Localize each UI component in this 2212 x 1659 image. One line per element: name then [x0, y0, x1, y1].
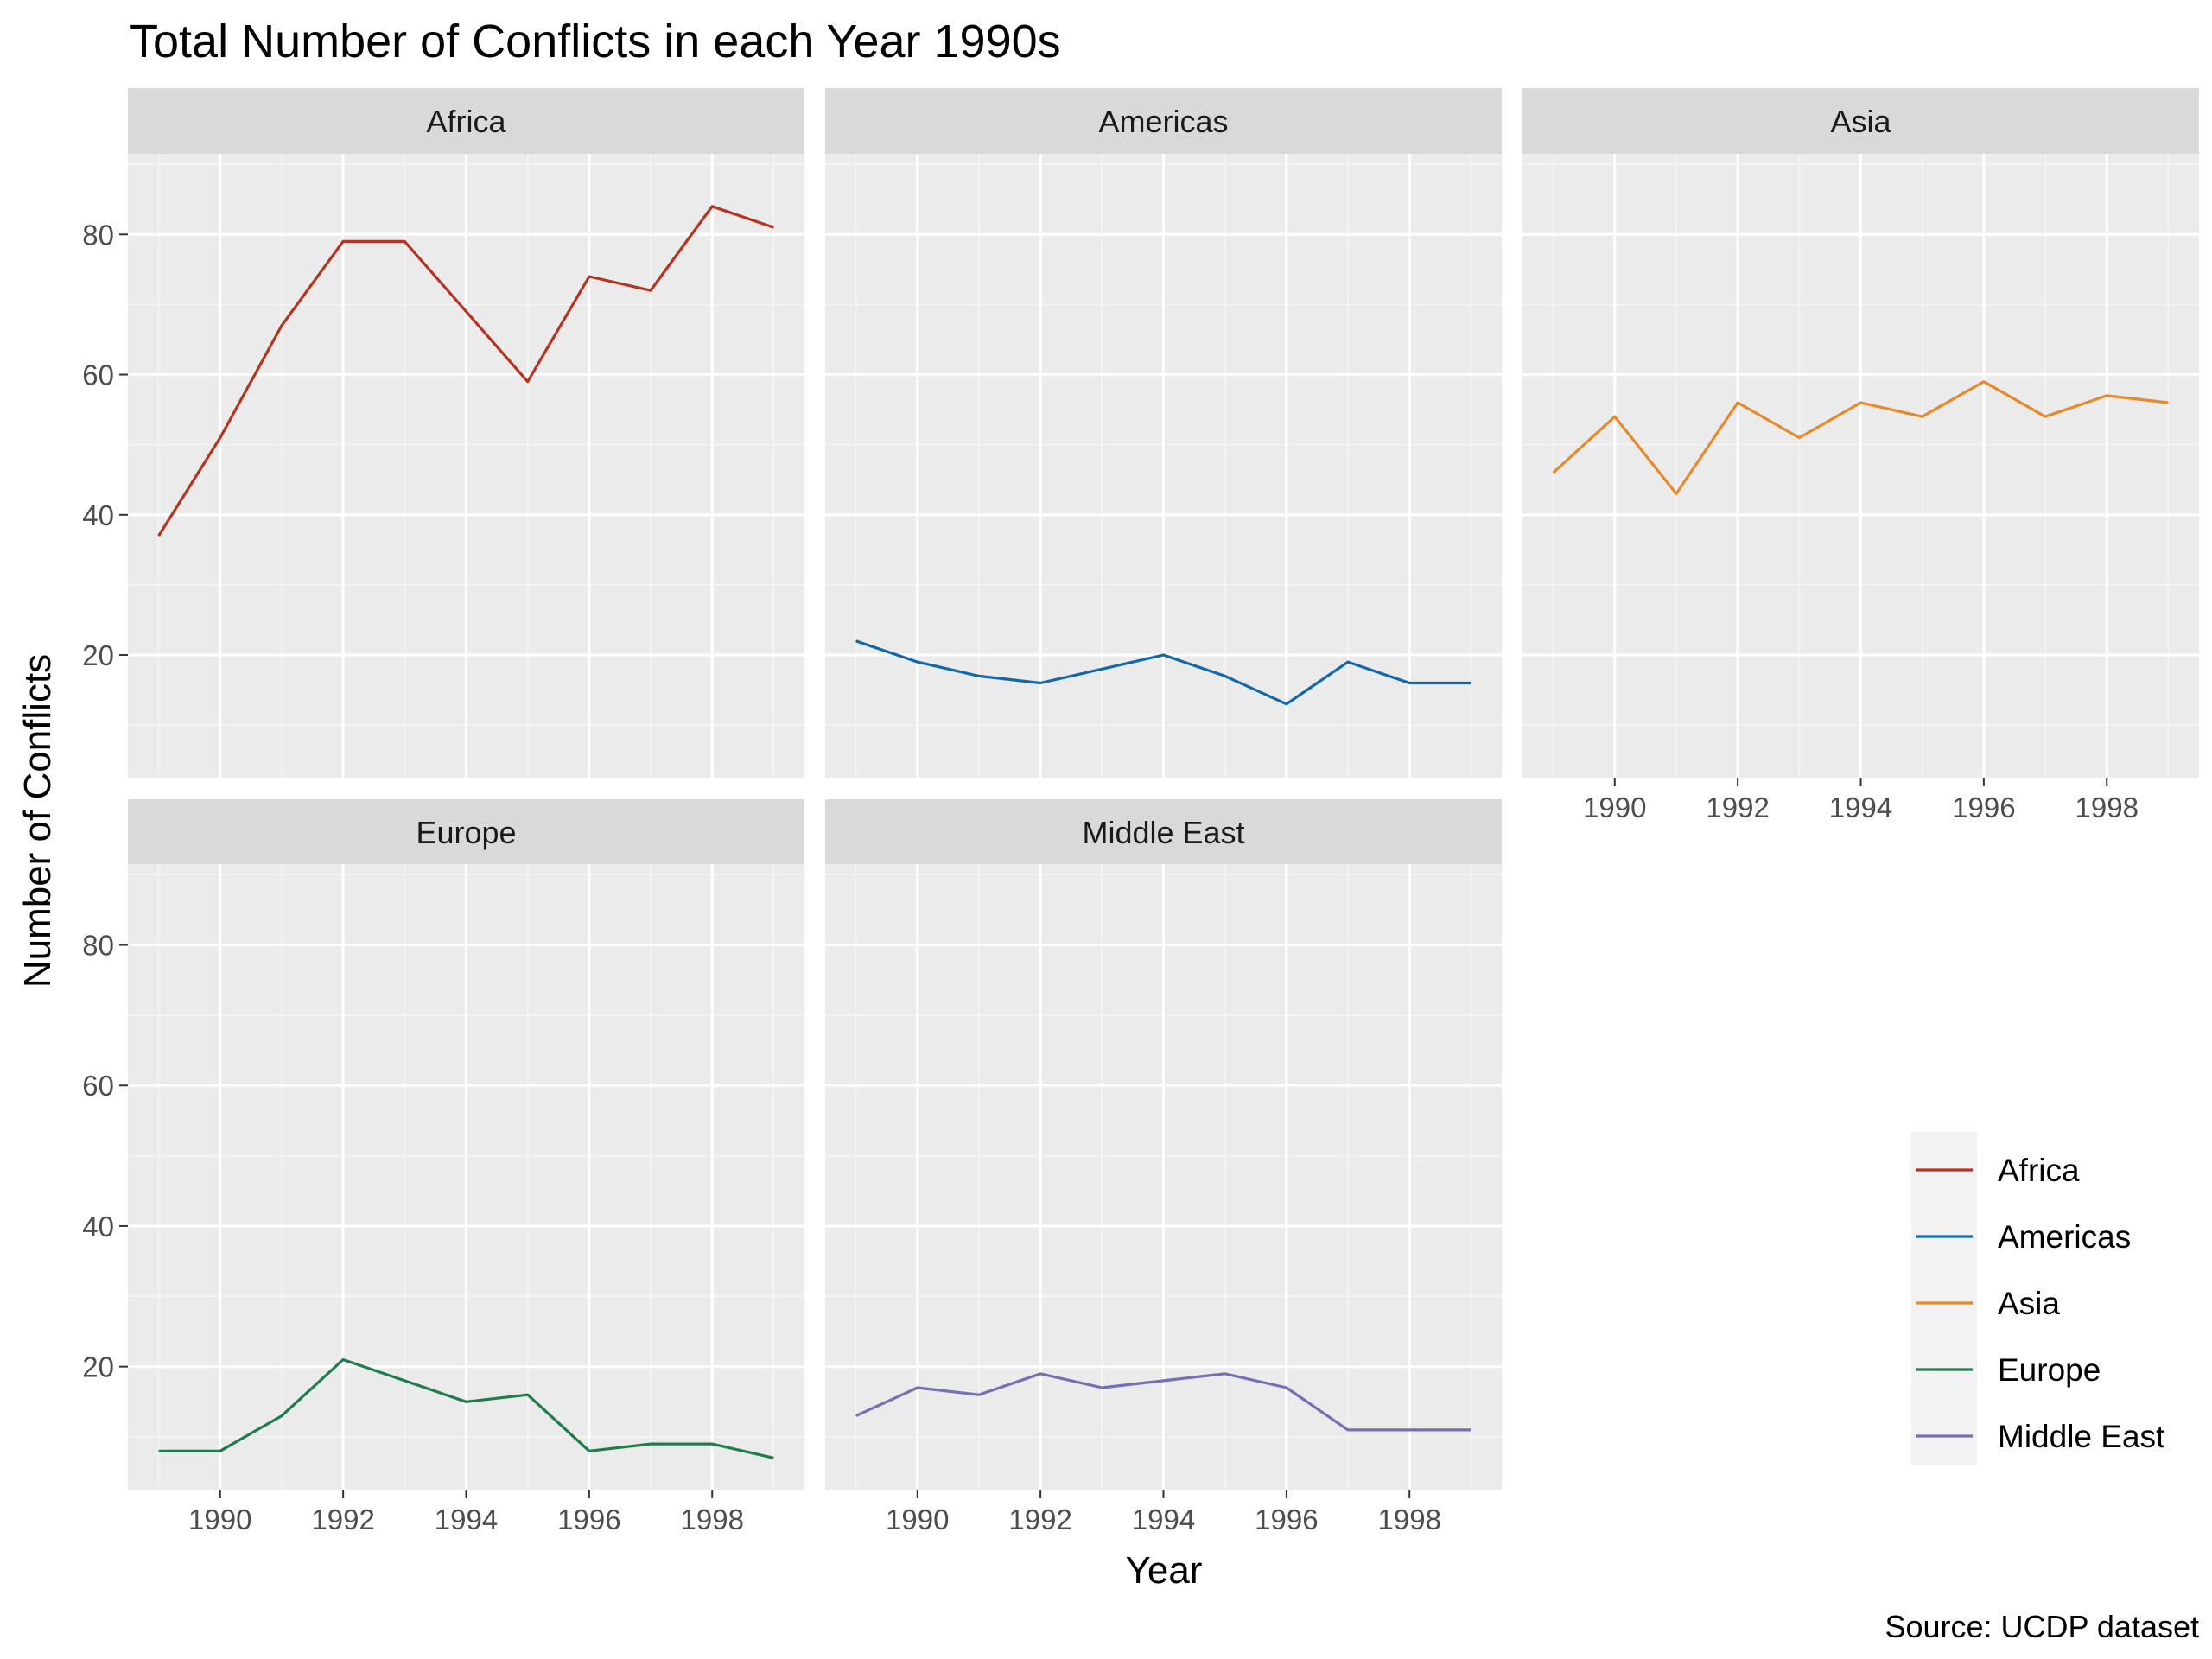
x-tick-label: 1996 — [557, 1503, 620, 1535]
x-axis-title: Year — [1126, 1549, 1203, 1592]
x-tick-label: 1994 — [1132, 1503, 1195, 1535]
x-tick-label: 1990 — [188, 1503, 251, 1535]
facet-panels: Africa 20 40 60 80 Americas Asia 1990 1992 1994 19… — [82, 88, 2199, 1535]
series-line-asia — [1552, 380, 2169, 496]
chart-title: Total Number of Conflicts in each Year 1… — [130, 16, 1061, 67]
y-tick-label: 60 — [82, 359, 114, 391]
panel-europe: Europe 20 40 60 80 1990 1992 1994 1996 1998 — [82, 799, 804, 1535]
series-line-americas — [855, 639, 1471, 706]
series-line-europe — [158, 1357, 774, 1459]
facet-strip-americas — [825, 88, 1502, 154]
y-tick-label: 20 — [82, 1351, 114, 1383]
facet-strip-africa — [128, 88, 804, 154]
x-tick-label: 1998 — [2075, 791, 2139, 823]
y-tick-label: 20 — [82, 639, 114, 671]
x-tick-label: 1998 — [681, 1503, 744, 1535]
facet-strip-label-middle-east: Middle East — [1082, 815, 1244, 850]
legend-label-africa: Africa — [1998, 1153, 2080, 1188]
y-tick-label: 80 — [82, 930, 114, 962]
y-axis-title: Number of Conflicts — [16, 654, 59, 988]
x-tick-label: 1992 — [311, 1503, 374, 1535]
legend-label-americas: Americas — [1998, 1219, 2131, 1255]
y-tick-label: 80 — [82, 219, 114, 251]
legend-label-europe: Europe — [1998, 1352, 2101, 1388]
panel-asia: Asia 1990 1992 1994 1996 1998 — [1522, 88, 2199, 823]
facet-strip-label-europe: Europe — [416, 815, 516, 850]
panel-africa: Africa 20 40 60 80 — [82, 88, 804, 778]
facet-strip-label-americas: Americas — [1098, 104, 1228, 139]
facet-strip-label-asia: Asia — [1830, 104, 1891, 139]
legend-key-background — [1911, 1132, 1977, 1465]
x-tick-label: 1992 — [1706, 791, 1769, 823]
facet-strip-middle-east — [825, 799, 1502, 865]
y-tick-label: 40 — [82, 1211, 114, 1243]
x-tick-label: 1990 — [1583, 791, 1646, 823]
x-tick-label: 1992 — [1008, 1503, 1071, 1535]
facet-strip-asia — [1522, 88, 2199, 154]
y-tick-label: 60 — [82, 1070, 114, 1102]
x-tick-label: 1990 — [886, 1503, 949, 1535]
x-tick-label: 1998 — [1378, 1503, 1441, 1535]
legend-label-asia: Asia — [1998, 1286, 2060, 1321]
panel-middle-east: Middle East 1990 1992 1994 1996 1998 — [825, 799, 1502, 1535]
legend: Africa Americas Asia Europe Middle East — [1911, 1132, 2165, 1465]
x-tick-label: 1996 — [1952, 791, 2015, 823]
series-line-middle-east — [855, 1372, 1471, 1432]
x-tick-label: 1996 — [1255, 1503, 1318, 1535]
legend-label-middle-east: Middle East — [1998, 1419, 2165, 1454]
y-tick-label: 40 — [82, 499, 114, 531]
panel-americas: Americas — [825, 88, 1502, 778]
facet-strip-label-africa: Africa — [426, 104, 506, 139]
x-tick-label: 1994 — [435, 1503, 498, 1535]
facet-strip-europe — [128, 799, 804, 865]
series-line-africa — [157, 205, 774, 537]
caption: Source: UCDP dataset — [1885, 1609, 2199, 1644]
x-tick-label: 1994 — [1829, 791, 1892, 823]
